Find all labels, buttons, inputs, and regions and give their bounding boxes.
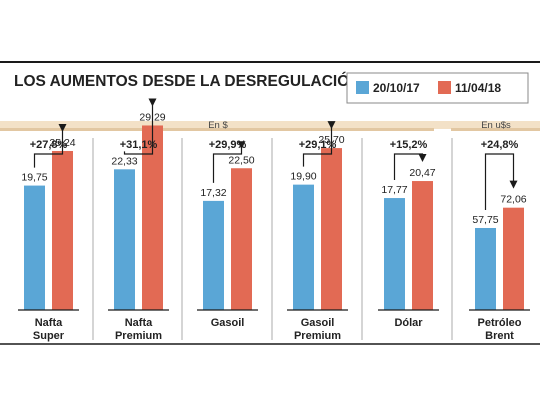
change-connector-4 [302,126,333,167]
bar-after-5 [412,181,433,310]
bar-after-6 [503,207,524,310]
value-label-after-6: 72,06 [500,194,526,206]
unit-band [0,121,540,129]
change-label-1: +27,8% [30,139,68,151]
category-label-1-line2: Super [33,330,65,342]
category-label-5-line1: Dólar [394,317,423,329]
value-label-before-5: 17,77 [381,184,407,196]
change-label-3: +29,9% [209,139,247,151]
unit-line-dollars [451,128,540,131]
value-label-before-1: 19,75 [21,172,47,184]
category-label-1-line1: Nafta [35,317,63,329]
bar-before-4 [293,184,314,310]
category-label-3-line1: Gasoil [211,317,245,329]
chart-title: LOS AUMENTOS DESDE LA DESREGULACIÓN [14,72,360,90]
change-arrowhead-5 [418,154,427,163]
unit-label-pesos: En $ [208,120,228,131]
category-label-6-line1: Petróleo [477,317,521,329]
change-arrowhead-2 [148,98,157,107]
value-label-before-3: 17,32 [200,187,226,199]
value-label-after-5: 20,47 [409,167,435,179]
chart-frame [0,61,540,345]
change-connector-1 [33,128,64,168]
bar-after-2 [142,125,163,311]
category-label-4-line2: Premium [294,330,341,342]
value-label-after-3: 22,50 [228,154,254,166]
unit-line-pesos [0,128,434,131]
value-label-before-4: 19,90 [290,171,316,183]
value-label-before-2: 22,33 [111,155,137,167]
change-connector-2 [123,103,154,155]
change-label-4: +29,1% [299,139,337,151]
change-arrowhead-6 [509,180,518,189]
legend-label-2: 11/04/18 [455,81,501,95]
legend-label-1: 20/10/17 [373,81,420,95]
change-connector-3 [212,146,243,183]
change-arrowhead-3 [237,141,246,150]
category-label-2-line2: Premium [115,330,162,342]
legend-swatch-1 [356,81,369,94]
legend-swatch-2 [438,81,451,94]
unit-header: En $ En u$s [0,120,540,131]
category-label-6-line2: Brent [485,330,514,342]
bar-before-2 [114,169,135,310]
change-arrowhead-1 [58,123,67,132]
legend-box [346,72,529,104]
change-label-6: +24,8% [481,139,519,151]
bar-group-3: 17,32 22,50 +29,9% Gasoil [200,139,254,329]
category-label-2-line1: Nafta [125,317,153,329]
bar-before-5 [384,198,405,310]
bar-before-1 [24,185,45,310]
change-arrowhead-4 [327,121,336,130]
bar-before-3 [203,200,224,310]
bar-after-1 [52,150,73,310]
bar-after-3 [231,168,252,310]
legend: 20/10/17 11/04/18 [346,72,529,104]
value-label-before-6: 57,75 [472,214,498,226]
bar-before-6 [475,227,496,310]
change-label-2: +31,1% [120,139,158,151]
unit-label-dollars: En u$s [481,120,511,131]
bar-groups: 19,7525,24+27,8%NaftaSuper22,3329,29+31,… [18,98,530,342]
bar-after-4 [321,148,342,310]
category-label-4-line1: Gasoil [301,317,335,329]
change-connector-6 [484,153,515,210]
change-label-5: +15,2% [390,139,428,151]
